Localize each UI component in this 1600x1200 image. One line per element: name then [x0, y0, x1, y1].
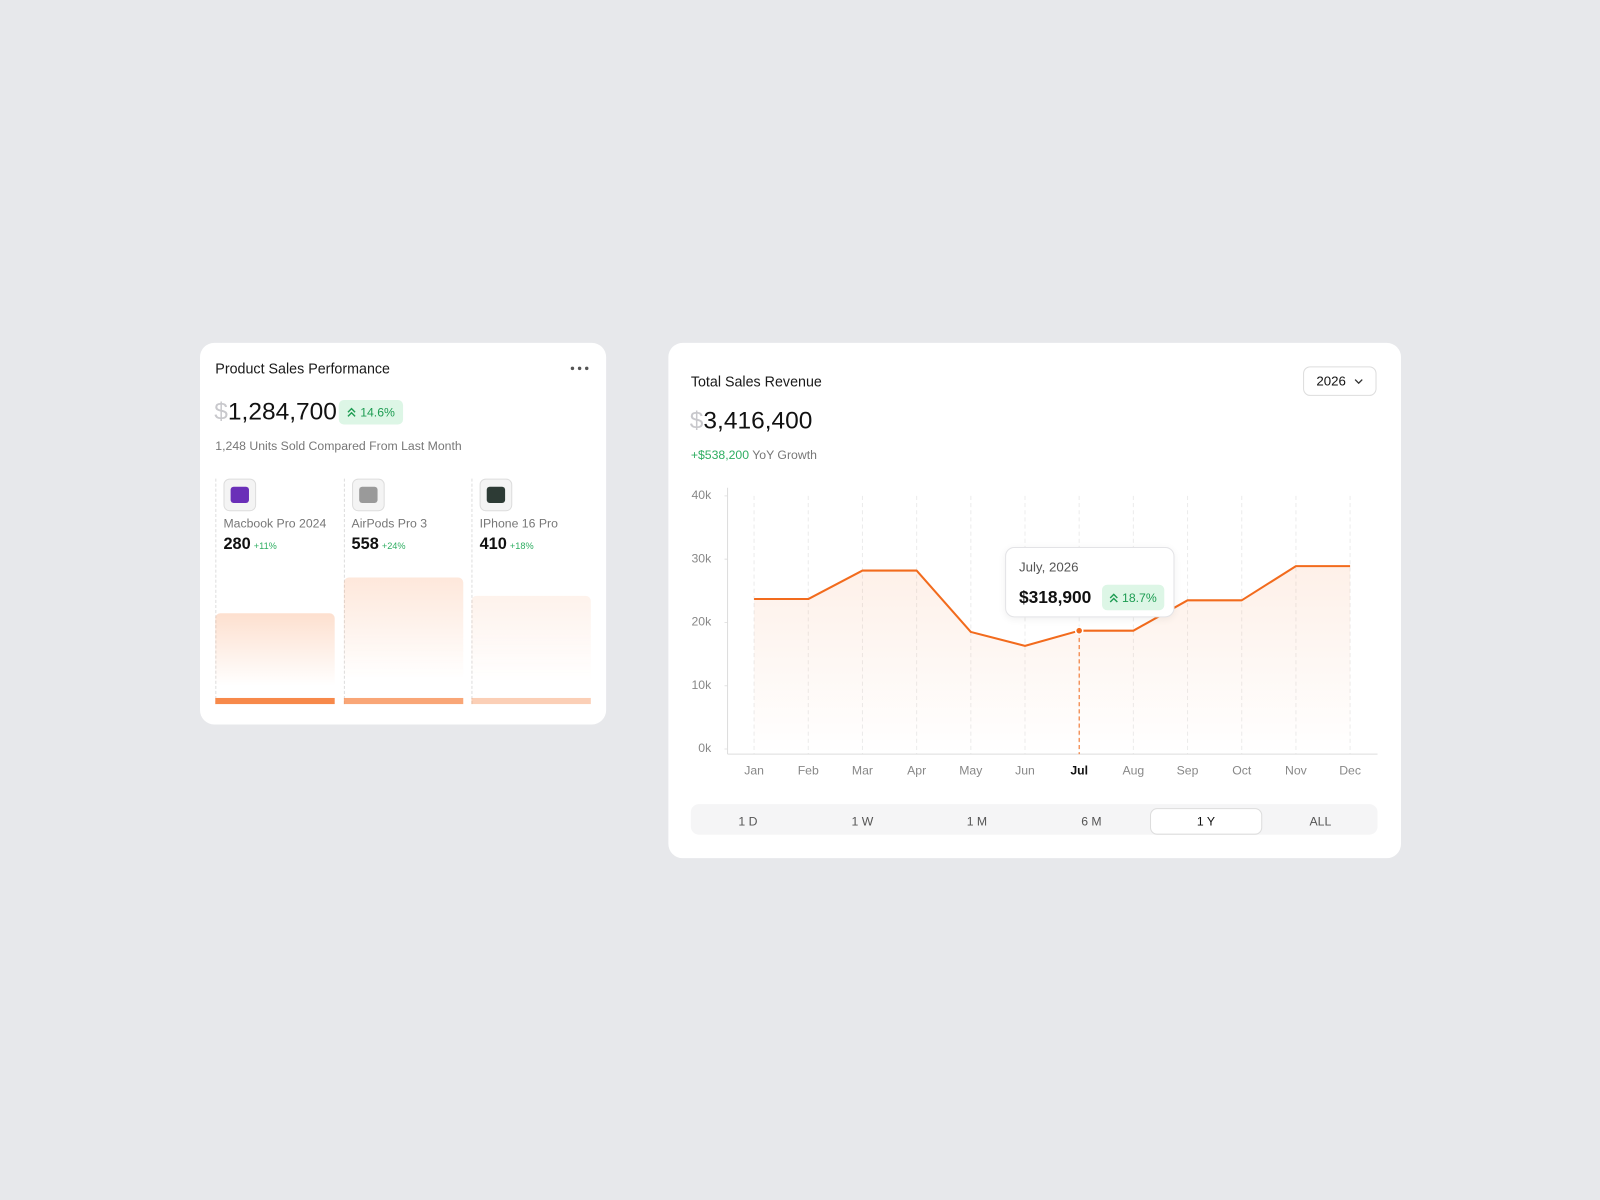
product-name: IPhone 16 Pro — [479, 516, 558, 531]
change: 14.6% — [360, 405, 395, 420]
total-value: 1,284,700 — [227, 397, 337, 426]
y-tick-label: 10k — [691, 678, 712, 692]
card-title: Product Sales Performance — [215, 360, 391, 377]
bar — [343, 577, 463, 705]
currency: $ — [214, 397, 228, 426]
product-icon — [479, 478, 513, 512]
chevron — [1354, 378, 1363, 384]
product-card: Product Sales Performance $1,284,700 14.… — [199, 342, 607, 725]
revenue-card: 0k 10k 20k 30k 40k Jan Feb Mar Apr May Jun Jul Aug Se… — [668, 342, 1402, 859]
units: 280 — [223, 535, 251, 554]
up-icon — [347, 407, 356, 417]
range-tab[interactable]: 1 M — [966, 814, 988, 829]
bar-base — [343, 697, 463, 705]
column-divider — [471, 478, 473, 705]
x-tick-label: May — [959, 764, 983, 778]
change-badge: 14.6% — [338, 399, 404, 425]
x-tick-label: Sep — [1177, 764, 1199, 778]
product-name: Macbook Pro 2024 — [223, 516, 327, 531]
units-change: +11% — [253, 540, 277, 552]
x-tick-label: Aug — [1122, 764, 1144, 778]
x-tick-label: Apr — [907, 764, 926, 778]
currency: $ — [689, 407, 704, 435]
active-point — [1074, 626, 1084, 636]
x-tick-label: Jan — [744, 764, 764, 778]
units: 558 — [351, 535, 379, 554]
range-tab[interactable]: 1 Y — [1149, 808, 1263, 835]
tooltip: July, 2026 $318,900 18.7% — [1004, 546, 1175, 618]
product-image — [358, 486, 378, 504]
tooltip-title: July, 2026 — [1018, 559, 1079, 575]
range-tab[interactable]: 1 D — [738, 814, 758, 829]
total: $3,416,400 — [690, 407, 813, 436]
product-stats: 410 +18% — [480, 536, 534, 554]
year-select[interactable]: 2026 — [1303, 366, 1377, 396]
tooltip-badge: 18.7% — [1101, 584, 1164, 611]
year: 2026 — [1316, 373, 1346, 389]
product-image — [230, 486, 249, 504]
area — [754, 566, 1351, 755]
x-tick-label: Dec — [1339, 764, 1361, 778]
range-tab[interactable]: 1 W — [851, 814, 874, 829]
product-icon — [351, 478, 385, 512]
total-value: 3,416,400 — [703, 407, 813, 435]
x-tick-label: Jul — [1070, 764, 1088, 778]
bar-base — [471, 697, 591, 705]
tooltip-change: 18.7% — [1122, 590, 1157, 605]
product-stats: 280 +11% — [223, 536, 276, 554]
subtitle: 1,248 Units Sold Compared From Last Mont… — [215, 438, 462, 454]
total: $1,284,700 — [214, 398, 337, 427]
line — [754, 565, 1351, 647]
units-change: +18% — [509, 540, 534, 552]
growth: +$538,200 YoY Growth — [691, 448, 817, 462]
bar-base — [215, 697, 335, 705]
tooltip-value: $318,900 — [1018, 587, 1092, 608]
column-divider — [343, 478, 345, 705]
units: 410 — [479, 535, 507, 554]
bar — [471, 596, 591, 705]
units-change: +24% — [381, 540, 406, 552]
card-title: Total Sales Revenue — [690, 373, 822, 390]
growth-value: +$538,200 — [690, 447, 750, 463]
bar — [215, 612, 335, 705]
line-chart: 0k 10k 20k 30k 40k Jan Feb Mar Apr May Jun Jul Aug Se… — [691, 487, 1378, 778]
more-button[interactable] — [569, 363, 589, 373]
product-icon — [223, 478, 257, 512]
y-tick-label: 20k — [691, 615, 712, 629]
column-divider — [215, 478, 217, 705]
x-tick-label: Feb — [798, 764, 819, 778]
y-tick-label: 40k — [691, 488, 712, 502]
product-image — [486, 486, 506, 504]
up-icon — [1109, 592, 1118, 603]
range-tab[interactable]: ALL — [1309, 814, 1332, 829]
range-tab[interactable]: 6 M — [1081, 814, 1102, 829]
x-tick-label: Nov — [1285, 764, 1308, 778]
growth-label: YoY Growth — [752, 447, 817, 463]
y-tick-label: 0k — [698, 741, 712, 755]
product-name: AirPods Pro 3 — [351, 516, 428, 531]
range-tabs: 1 D 1 W 1 M 6 M 1 Y ALL — [690, 804, 1378, 835]
x-tick-label: Oct — [1232, 764, 1252, 778]
x-tick-label: Jun — [1015, 764, 1035, 778]
x-tick-label: Mar — [852, 764, 873, 778]
y-tick-label: 30k — [691, 551, 712, 565]
product-stats: 558 +24% — [352, 536, 406, 554]
